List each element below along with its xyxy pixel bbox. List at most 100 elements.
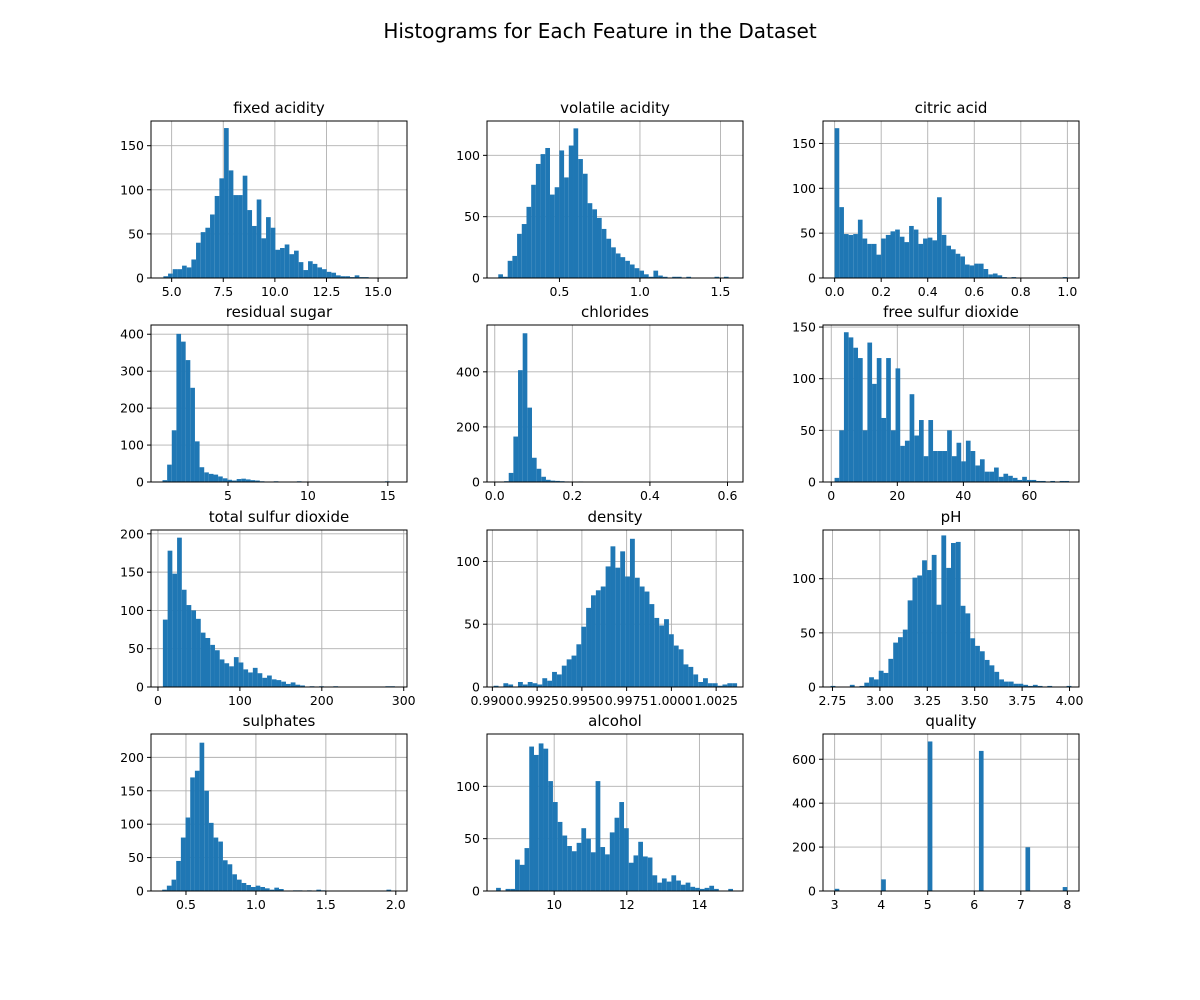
- y-tick-label: 0: [472, 680, 480, 695]
- histogram-bar: [638, 841, 643, 891]
- histogram-bar: [205, 637, 211, 687]
- histogram-bar: [853, 234, 858, 278]
- y-tick-label: 50: [800, 226, 816, 241]
- histogram-bar: [862, 430, 868, 482]
- histogram-bar: [936, 604, 942, 687]
- y-tick-label: 100: [120, 182, 144, 197]
- y-tick-label: 0: [136, 475, 144, 490]
- histogram-bar: [316, 889, 322, 891]
- histogram-bar: [634, 577, 640, 687]
- histogram-bar: [295, 684, 301, 687]
- y-tick-label: 150: [120, 783, 144, 798]
- histogram-bar: [1017, 479, 1023, 482]
- figure-title: Histograms for Each Feature in the Datas…: [383, 19, 816, 43]
- y-tick-label: 150: [792, 320, 816, 335]
- histogram-bar: [222, 860, 228, 891]
- histogram-bar: [619, 802, 625, 891]
- y-tick-label: 200: [120, 526, 144, 541]
- histogram-bar: [559, 150, 565, 278]
- histogram-bar: [204, 472, 209, 482]
- histogram-bar: [615, 253, 621, 278]
- histogram-bar: [303, 270, 309, 278]
- histogram-bar: [503, 683, 509, 687]
- y-tick-label: 0: [136, 884, 144, 899]
- x-tick-label: 0.0: [825, 284, 845, 299]
- x-tick-label: 4.00: [1056, 693, 1084, 708]
- subplot-title-chlorides: chlorides: [581, 303, 649, 321]
- histogram-bar: [513, 436, 519, 482]
- histogram-bar: [518, 370, 523, 482]
- histogram-bar: [224, 663, 230, 687]
- histogram-bar: [988, 274, 993, 278]
- histogram-bar: [194, 441, 200, 482]
- histogram-bar: [600, 586, 606, 687]
- y-tick-label: 50: [464, 617, 480, 632]
- histogram-bar: [526, 206, 532, 278]
- histogram-bar: [676, 880, 681, 891]
- histogram-bar: [676, 276, 682, 278]
- x-tick-label: 5: [924, 897, 932, 912]
- histogram-bar: [873, 679, 879, 687]
- histogram-bar: [354, 275, 360, 278]
- histogram-bar: [247, 210, 253, 278]
- histogram-bar: [186, 267, 192, 278]
- histogram-bar: [541, 476, 546, 482]
- x-tick-label: 0.6: [718, 488, 738, 503]
- histogram-bar: [502, 276, 508, 278]
- histogram-bar: [714, 276, 720, 278]
- x-tick-label: 6: [970, 897, 978, 912]
- x-tick-label: 15: [380, 488, 396, 503]
- histogram-bar: [629, 538, 635, 687]
- histogram-bar: [162, 619, 168, 687]
- histogram-bar: [628, 862, 634, 891]
- x-tick-label: 60: [1021, 488, 1037, 503]
- histogram-bar: [571, 655, 577, 687]
- histogram-bar: [671, 875, 677, 891]
- histogram-bar: [900, 445, 905, 482]
- histogram-bar: [233, 195, 239, 278]
- histogram-bar: [664, 619, 669, 687]
- histogram-bar: [289, 254, 295, 278]
- x-tick-label: 4: [877, 897, 885, 912]
- histogram-bar: [521, 224, 527, 278]
- histogram-bar: [659, 625, 665, 687]
- histogram-bar: [271, 679, 277, 687]
- histogram-bar: [578, 159, 583, 278]
- histogram-bar: [236, 879, 242, 891]
- histogram-bar: [241, 478, 246, 482]
- histogram-bar: [196, 242, 201, 278]
- histogram-bar: [864, 682, 870, 687]
- histogram-bar: [668, 634, 674, 687]
- x-tick-label: 2.75: [819, 693, 847, 708]
- x-tick-label: 7: [1017, 897, 1025, 912]
- histogram-bar: [208, 822, 214, 891]
- histogram-bar: [232, 874, 237, 891]
- y-tick-label: 400: [120, 327, 144, 342]
- histogram-bar: [885, 234, 891, 278]
- histogram-bar: [881, 417, 887, 482]
- axes-frame: [150, 733, 408, 892]
- y-tick-label: 400: [456, 364, 480, 379]
- histogram-bar: [1059, 480, 1065, 482]
- histogram-bar: [250, 886, 256, 891]
- histogram-bar: [707, 683, 713, 687]
- histogram-bar: [843, 332, 849, 482]
- y-tick-label: 50: [464, 831, 480, 846]
- histogram-bar: [542, 678, 548, 687]
- histogram-bar: [186, 605, 192, 687]
- histogram-bar: [899, 236, 905, 278]
- histogram-bar: [260, 886, 265, 891]
- axes-frame: [822, 120, 1080, 279]
- x-tick-label: 10: [546, 897, 562, 912]
- histogram-bar: [601, 228, 607, 278]
- histogram-bar: [717, 685, 723, 687]
- histogram-bar: [582, 173, 588, 278]
- histogram-bar: [190, 387, 195, 482]
- histogram-bar: [625, 576, 630, 687]
- histogram-bar: [270, 227, 276, 278]
- histogram-bar: [326, 271, 332, 278]
- subplot-title-citric-acid: citric acid: [915, 99, 988, 117]
- x-tick-label: 0.8: [1011, 284, 1031, 299]
- histogram-bar: [926, 570, 932, 687]
- x-tick-label: 0.9925: [515, 693, 559, 708]
